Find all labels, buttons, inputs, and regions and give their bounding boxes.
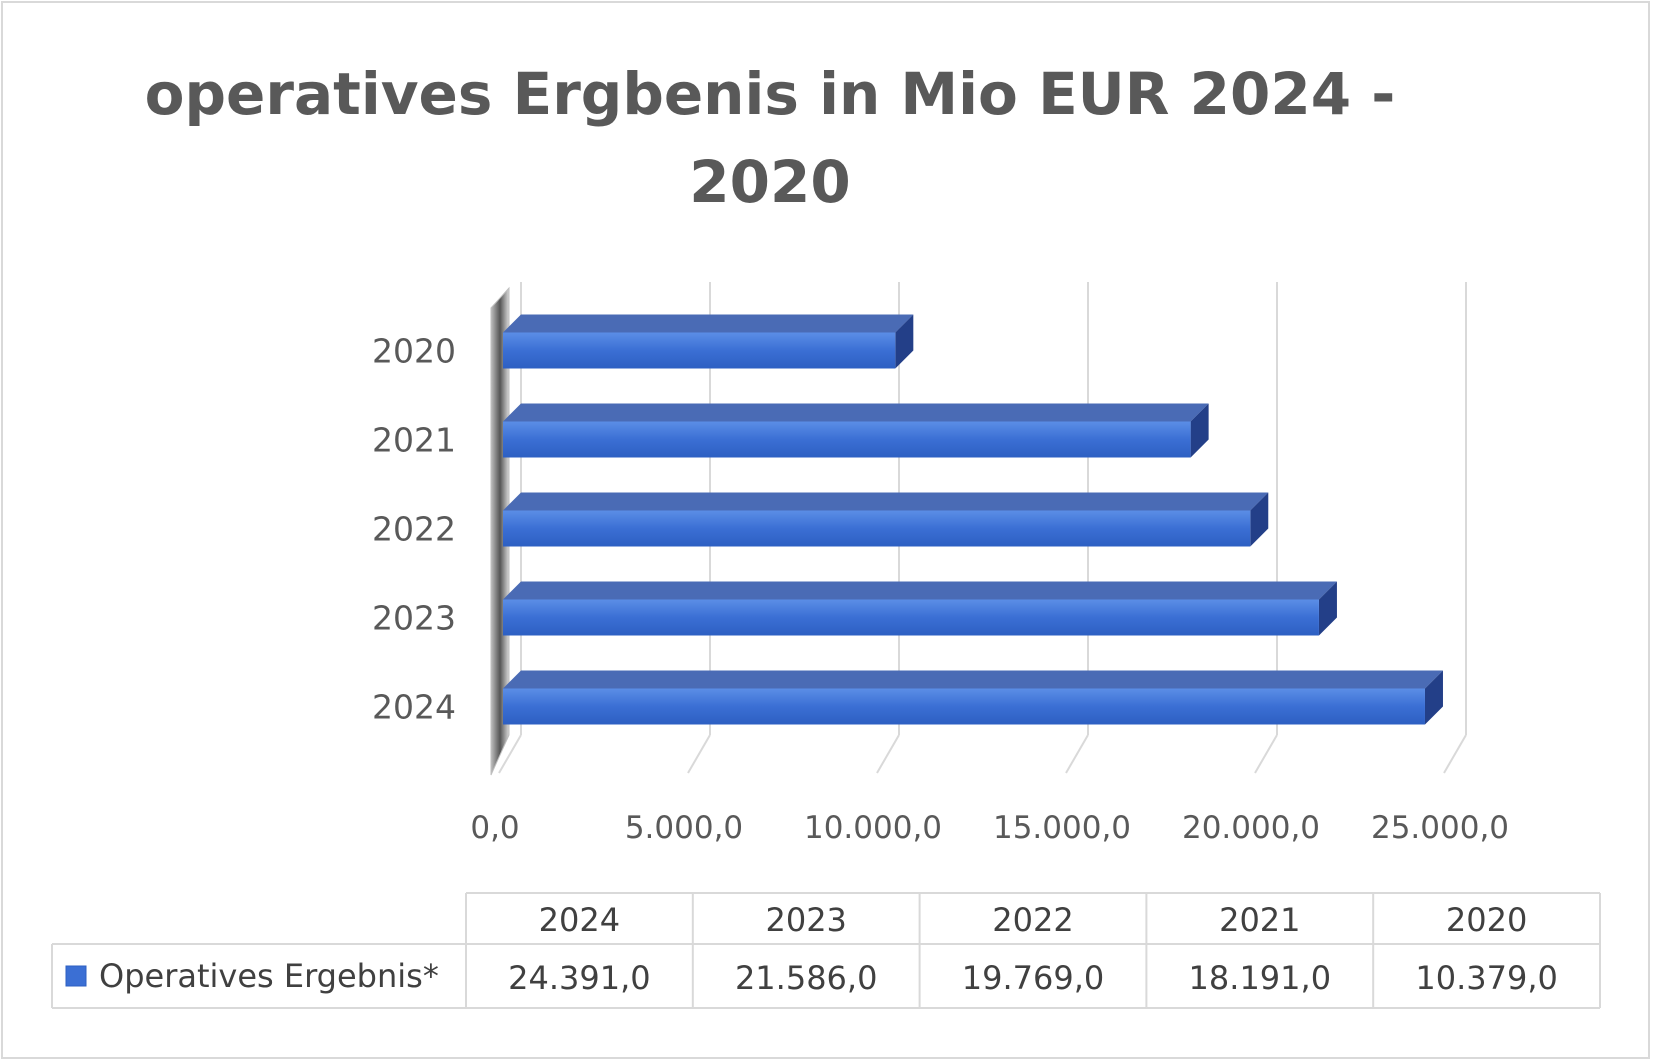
table-header-2023: 2023	[765, 901, 846, 939]
table-value-2020: 10.379,0	[1415, 959, 1558, 997]
y-tick-2020: 2020	[372, 332, 456, 371]
y-tick-2022: 2022	[372, 510, 456, 549]
y-tick-2023: 2023	[372, 599, 456, 638]
bar-2020	[503, 332, 896, 369]
bar-side-2023	[1318, 581, 1337, 636]
chart-title: operatives Ergbenis in Mio EUR 2024 - 20…	[144, 60, 1396, 216]
legend-swatch	[65, 965, 87, 987]
x-tick-labels: 0,0 5.000,0 10.000,0 15.000,0 20.000,0 25.000…	[470, 810, 1509, 846]
x-tick-5: 25.000,0	[1371, 810, 1509, 846]
gridline-floor-2	[876, 734, 900, 774]
bar-2021	[503, 421, 1191, 458]
gridline-floor-4	[1254, 734, 1278, 774]
bar-top-2020	[503, 314, 914, 333]
y-tick-2021: 2021	[372, 421, 456, 460]
bar-top-2024	[503, 670, 1443, 689]
table-header-2020: 2020	[1446, 901, 1527, 939]
bar-side-2022	[1250, 492, 1269, 547]
gridline-floor-1	[687, 734, 711, 774]
legend-series-name: Operatives Ergebnis*	[99, 957, 439, 995]
bar-top-2022	[503, 492, 1269, 511]
axis-wall-left	[490, 286, 510, 776]
bar-side-2024	[1424, 670, 1443, 725]
x-tick-4: 20.000,0	[1182, 810, 1320, 846]
axis-wall	[490, 286, 510, 776]
table-header-2022: 2022	[992, 901, 1073, 939]
bar-2023	[503, 599, 1319, 636]
gridline-floor-0	[498, 734, 522, 774]
data-table: 2024 24.391,0 2023 21.586,0 2022 19.769,0 2021…	[51, 892, 1601, 1009]
table-header-2021: 2021	[1219, 901, 1300, 939]
x-tick-0: 0,0	[470, 810, 519, 846]
bars	[503, 314, 1443, 725]
table-value-2023: 21.586,0	[735, 959, 878, 997]
bar-2022	[503, 510, 1251, 547]
x-tick-3: 15.000,0	[993, 810, 1131, 846]
table-value-2022: 19.769,0	[962, 959, 1105, 997]
table-value-2021: 18.191,0	[1189, 959, 1332, 997]
y-tick-labels: 2020 2021 2022 2023 2024	[372, 332, 456, 727]
x-tick-2: 10.000,0	[804, 810, 942, 846]
table-value-2024: 24.391,0	[508, 959, 651, 997]
bar-side-2021	[1190, 403, 1209, 458]
table-header-2024: 2024	[539, 901, 620, 939]
gridline-floor-5	[1443, 734, 1467, 774]
bar-top-2021	[503, 403, 1209, 422]
bar-side-2020	[895, 314, 914, 369]
x-tick-1: 5.000,0	[625, 810, 743, 846]
bar-top-2023	[503, 581, 1337, 600]
gridline-floor-3	[1065, 734, 1089, 774]
bar-2024	[503, 688, 1425, 725]
y-tick-2024: 2024	[372, 688, 456, 727]
